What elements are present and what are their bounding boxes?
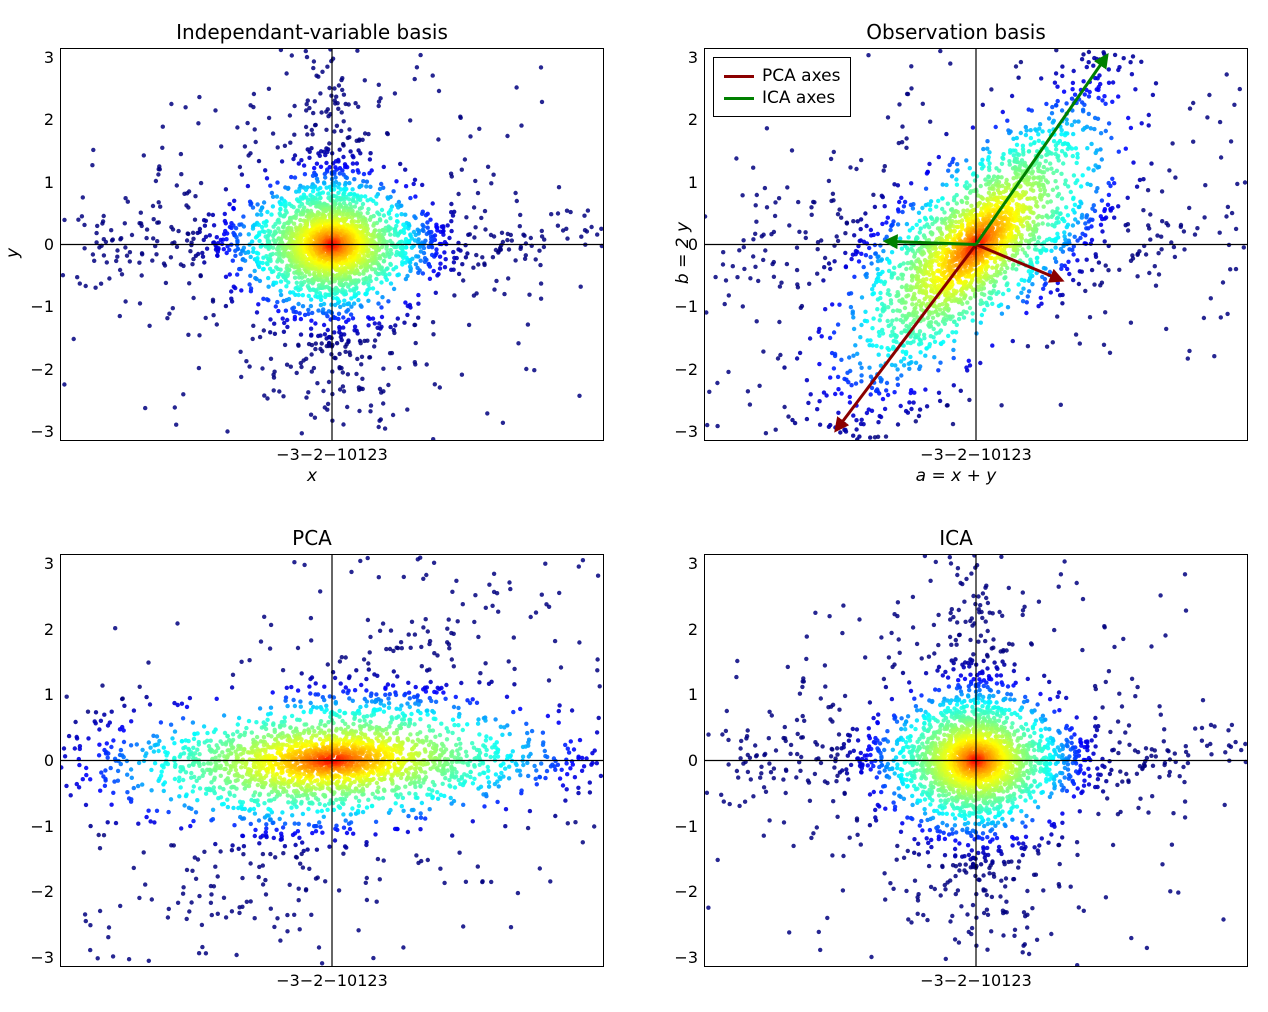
legend-label: PCA axes bbox=[762, 66, 840, 86]
panel-title: Observation basis bbox=[866, 20, 1046, 44]
plot-wrap: 3210−1−2−3 bbox=[20, 554, 604, 967]
legend-entry-pca: PCA axes bbox=[724, 66, 840, 86]
legend-swatch bbox=[724, 75, 754, 78]
plot-wrap: 3210−1−2−3 PCA axes ICA axes bbox=[664, 48, 1248, 441]
plot-wrap: 3210−1−2−3 bbox=[664, 554, 1248, 967]
plot-box: PCA axes ICA axes bbox=[704, 48, 1248, 441]
plot-svg bbox=[61, 555, 603, 966]
x-axis-label: x bbox=[307, 466, 317, 486]
x-ticks: −3−2−10123 bbox=[920, 445, 1032, 464]
x-ticks: −3−2−10123 bbox=[920, 971, 1032, 990]
panel-title: Independant-variable basis bbox=[176, 20, 448, 44]
panel-observation: Observation basis b = 2 y 3210−1−2−3 PCA… bbox=[664, 20, 1248, 486]
plot-svg bbox=[705, 555, 1247, 966]
legend: PCA axes ICA axes bbox=[713, 57, 851, 117]
figure-grid: Independant-variable basis y 3210−1−2−3 … bbox=[20, 20, 1248, 992]
panel-title: ICA bbox=[939, 526, 973, 550]
x-ticks: −3−2−10123 bbox=[276, 445, 388, 464]
plot-wrap: 3210−1−2−3 bbox=[20, 48, 604, 441]
legend-label: ICA axes bbox=[762, 88, 835, 108]
plot-box bbox=[704, 554, 1248, 967]
x-ticks: −3−2−10123 bbox=[276, 971, 388, 990]
panel-pca: PCA 3210−1−2−3 −3−2−10123 bbox=[20, 526, 604, 992]
y-ticks: 3210−1−2−3 bbox=[20, 554, 60, 967]
y-ticks: 3210−1−2−3 bbox=[20, 48, 60, 441]
legend-swatch bbox=[724, 97, 754, 100]
plot-box bbox=[60, 554, 604, 967]
y-ticks: 3210−1−2−3 bbox=[664, 48, 704, 441]
panel-independent: Independant-variable basis y 3210−1−2−3 … bbox=[20, 20, 604, 486]
legend-entry-ica: ICA axes bbox=[724, 88, 840, 108]
x-axis-label: a = x + y bbox=[916, 466, 997, 486]
panel-ica: ICA 3210−1−2−3 −3−2−10123 bbox=[664, 526, 1248, 992]
panel-title: PCA bbox=[292, 526, 332, 550]
plot-box bbox=[60, 48, 604, 441]
plot-svg bbox=[61, 49, 603, 440]
y-ticks: 3210−1−2−3 bbox=[664, 554, 704, 967]
